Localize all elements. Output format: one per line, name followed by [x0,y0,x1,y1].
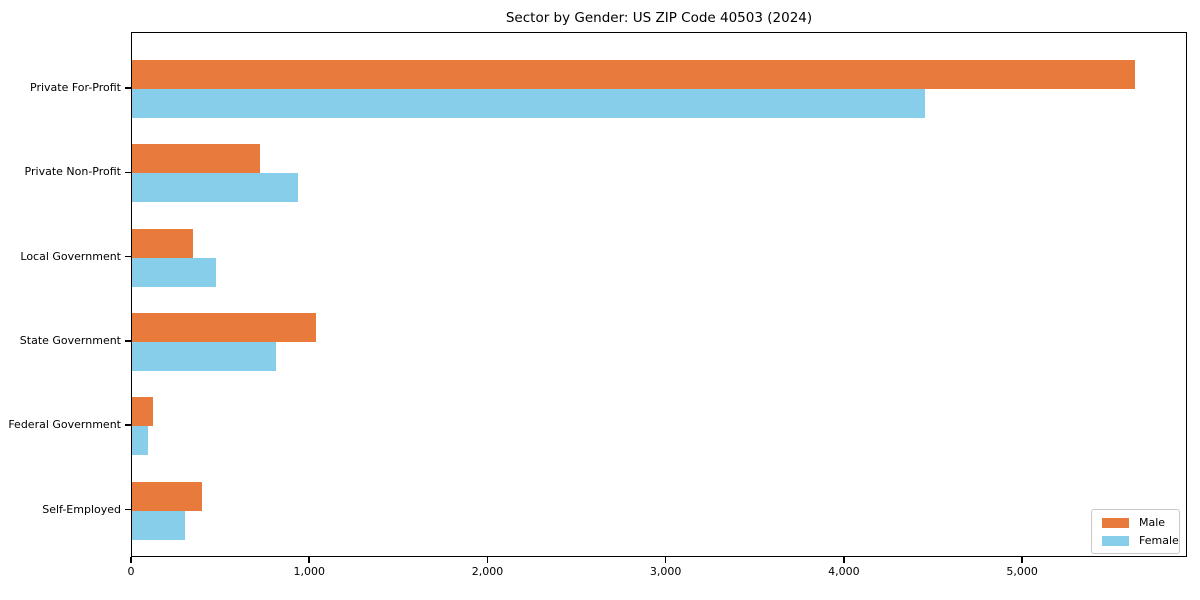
bar-female-5 [132,510,186,540]
x-axis-tick [1021,557,1023,563]
x-tick-label: 2,000 [471,565,504,578]
y-axis-tick [125,87,131,89]
bar-male-2 [132,228,193,258]
legend: Male Female [1091,509,1180,554]
category-label: Local Government [20,249,121,263]
y-axis-tick [125,255,131,258]
bar-male-3 [132,312,316,342]
x-axis-tick [308,557,310,563]
x-tick-label: 1,000 [293,565,325,578]
bar-male-5 [132,481,202,511]
legend-swatch-female [1102,535,1129,546]
legend-label: Male [1139,516,1166,529]
x-axis-tick [843,557,845,563]
bar-female-3 [132,341,277,371]
chart-title: Sector by Gender: US ZIP Code 40503 (202… [505,10,813,26]
category-label: Self-Employed [42,502,121,516]
bar-female-1 [132,173,298,203]
x-tick-label: 5,000 [1006,565,1038,578]
bar-male-0 [132,60,1136,89]
category-label: Federal Government [8,418,121,432]
x-axis-tick [130,557,132,563]
y-axis-tick [125,508,131,511]
y-axis-tick [125,171,131,174]
plot-area [131,32,1187,557]
legend-entry-female: Female [1102,534,1179,547]
category-label: State Government [19,333,121,347]
category-label: Private Non-Profit [24,165,121,179]
x-tick-label: 4,000 [828,565,860,578]
legend-label: Female [1139,534,1179,547]
x-axis-tick [486,557,489,563]
bar-male-4 [132,397,154,427]
x-axis-tick [664,557,667,563]
bar-male-1 [132,144,261,174]
category-label: Private For-Profit [30,81,121,94]
bar-female-0 [132,89,926,118]
y-axis-tick [125,340,131,342]
legend-swatch-male [1102,517,1129,528]
bar-female-2 [132,257,216,287]
x-tick-label: 0 [127,565,135,578]
bar-female-4 [132,426,149,456]
x-tick-label: 3,000 [649,565,682,578]
legend-entry-male: Male [1102,516,1169,529]
y-axis-tick [125,424,131,426]
